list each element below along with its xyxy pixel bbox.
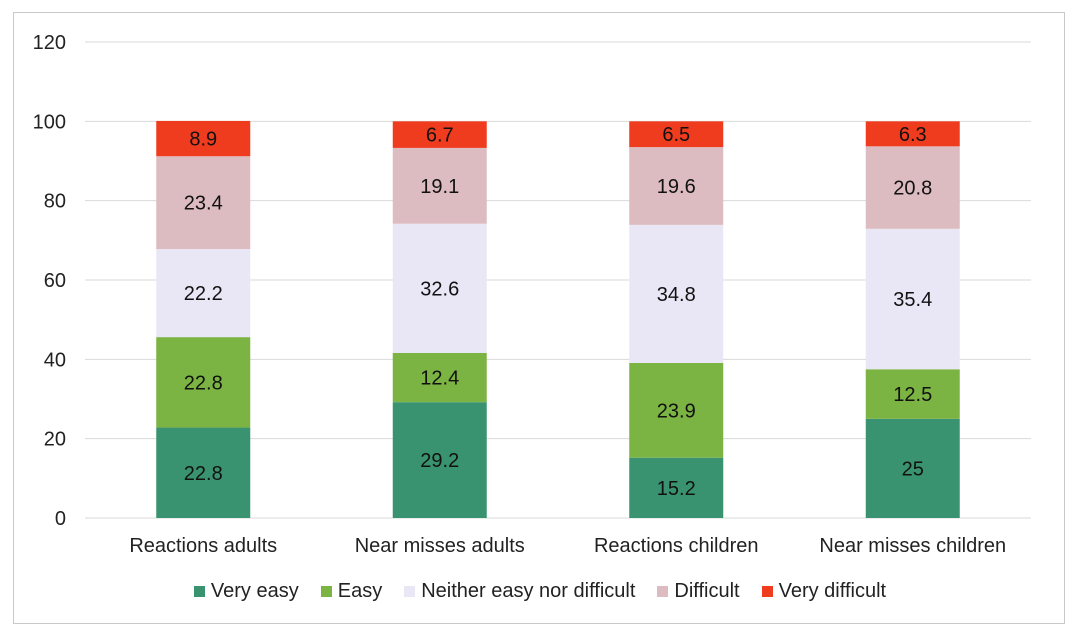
bar-segment: [629, 362, 724, 458]
bar-segment: [629, 121, 724, 148]
data-label: 23.9: [657, 400, 696, 422]
legend-item: Difficult: [657, 579, 740, 603]
bar-segment: [156, 120, 251, 157]
bar-segment: [865, 121, 960, 147]
data-label: 32.6: [420, 278, 459, 300]
legend: Very easy Easy Neither easy nor difficult D…: [0, 576, 1080, 606]
data-label: 19.1: [420, 176, 459, 198]
legend-label: Difficult: [674, 579, 740, 602]
data-label: 34.8: [657, 284, 696, 306]
legend-swatch: [320, 585, 332, 597]
data-label: 25: [902, 458, 924, 480]
y-axis-ticks: 0 20 40 60 80 100 120: [33, 32, 66, 530]
stacked-bar-chart: 0 20 40 60 80 100 120 22.8 22.8 22.2 23.4 8.9 29.2 1…: [33, 32, 1031, 557]
bar-segment: [629, 224, 724, 363]
legend-swatch: [657, 585, 669, 597]
data-label: 19.6: [657, 176, 696, 198]
bar-segment: [629, 457, 724, 518]
legend-label: Very easy: [210, 579, 299, 602]
x-axis-categories: Reactions adults Near misses adults Reacti…: [129, 535, 1006, 557]
data-label: 15.2: [657, 478, 696, 500]
legend-item: Very easy: [193, 579, 299, 603]
data-label: 22.2: [184, 283, 223, 305]
bar-segment: [392, 121, 487, 148]
x-category-label: Near misses adults: [355, 535, 525, 557]
bar-segment: [629, 147, 724, 225]
y-tick-label: 120: [33, 32, 66, 54]
bar-segment: [156, 427, 251, 518]
bar-segment: [392, 352, 487, 403]
bar-segment: [156, 156, 251, 250]
data-label: 6.3: [899, 124, 927, 146]
y-tick-label: 0: [55, 508, 66, 530]
bar-segment: [865, 369, 960, 419]
x-category-label: Reactions adults: [129, 535, 277, 557]
bars: 22.8 22.8 22.2 23.4 8.9 29.2 12.4 32.6 19.1 6.7 15…: [156, 120, 960, 518]
data-label: 23.4: [184, 193, 223, 215]
data-label: 20.8: [893, 178, 932, 200]
bar-segment: [156, 337, 251, 428]
bar-segment: [392, 147, 487, 224]
y-tick-label: 100: [33, 111, 66, 133]
bar-segment: [392, 223, 487, 353]
data-label: 12.4: [420, 368, 459, 390]
bar-segment: [865, 228, 960, 370]
bar-segment: [156, 249, 251, 338]
legend-label: Easy: [337, 579, 383, 602]
legend-item: Easy: [320, 579, 383, 603]
data-label: 35.4: [893, 289, 932, 311]
data-label: 12.5: [893, 384, 932, 406]
bar-segment: [392, 402, 487, 518]
data-label: 8.9: [189, 129, 217, 151]
legend-swatch: [761, 585, 773, 597]
bar-segment: [865, 146, 960, 229]
x-category-label: Near misses children: [819, 535, 1006, 557]
legend-item: Very difficult: [761, 579, 887, 603]
y-tick-label: 40: [44, 349, 66, 371]
legend-item: Neither easy nor difficult: [404, 580, 635, 603]
bar-segment: [865, 418, 960, 518]
y-tick-label: 80: [44, 191, 66, 213]
legend-swatch: [193, 585, 205, 597]
data-label: 22.8: [184, 372, 223, 394]
data-label: 22.8: [184, 463, 223, 485]
data-label: 29.2: [420, 450, 459, 472]
y-tick-label: 20: [44, 429, 66, 451]
legend-label: Very difficult: [778, 579, 887, 602]
y-tick-label: 60: [44, 270, 66, 292]
legend-label: Neither easy nor difficult: [421, 579, 636, 602]
legend-swatch: [404, 585, 416, 597]
data-label: 6.5: [662, 124, 690, 146]
data-label: 6.7: [426, 125, 454, 147]
x-category-label: Reactions children: [594, 535, 759, 557]
